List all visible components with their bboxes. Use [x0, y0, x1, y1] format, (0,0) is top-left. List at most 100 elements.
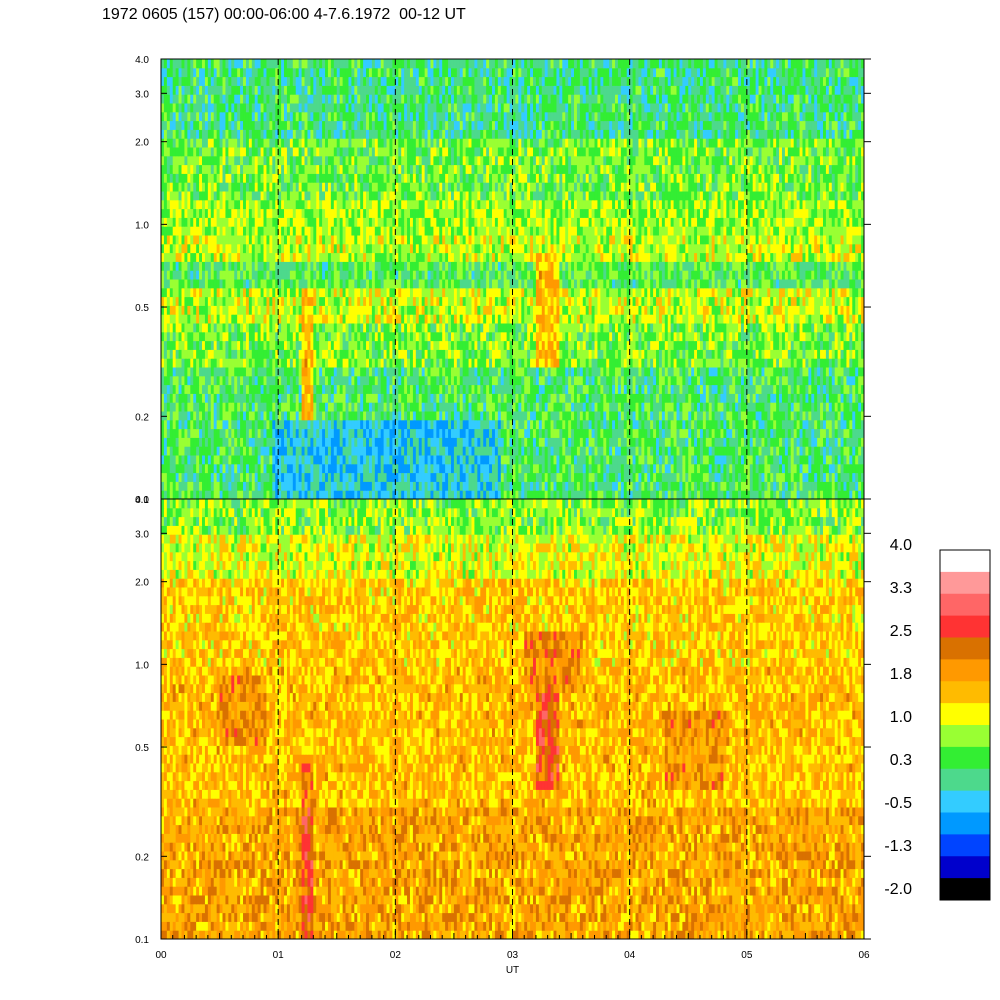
spectrogram-cell [617, 437, 622, 447]
spectrogram-cell [207, 384, 212, 394]
spectrogram-cell [544, 446, 549, 456]
spectrogram-cell [582, 419, 587, 430]
spectrogram-cell [776, 419, 780, 430]
spectrogram-cell [360, 393, 364, 403]
spectrogram-cell [550, 428, 555, 438]
spectrogram-cell [433, 437, 437, 447]
spectrogram-cell [248, 393, 253, 403]
spectrogram-cell [456, 349, 461, 359]
spectrogram-cell [477, 463, 481, 474]
spectrogram-cell [603, 331, 607, 342]
spectrogram-cell [427, 323, 431, 333]
spectrogram-cell [269, 384, 273, 394]
spectrogram-cell [313, 463, 317, 474]
spectrogram-cell [752, 490, 757, 499]
spectrogram-cell [761, 472, 765, 482]
spectrogram-cell [749, 323, 754, 333]
spectrogram-cell [582, 428, 587, 438]
spectrogram-cell [456, 419, 461, 430]
spectrogram-cell [468, 314, 472, 324]
spectrogram-cell [351, 446, 355, 456]
spectrogram-cell [588, 455, 593, 465]
spectrogram-cell [284, 331, 288, 342]
spectrogram-cell [597, 358, 601, 368]
spectrogram-cell [339, 367, 344, 377]
spectrogram-cell [456, 481, 461, 491]
spectrogram-cell [374, 411, 379, 421]
spectrogram-cell [231, 472, 235, 482]
spectrogram-cell [424, 358, 429, 368]
spectrogram-cell [166, 428, 171, 438]
spectrogram-cell [181, 428, 185, 438]
spectrogram-cell [591, 314, 596, 324]
spectrogram-cell [717, 358, 721, 368]
spectrogram-cell [711, 358, 716, 368]
spectrogram-cell [647, 358, 651, 368]
spectrogram-cell [834, 490, 839, 499]
spectrogram-cell [439, 384, 443, 394]
spectrogram-cell [571, 375, 575, 386]
spectrogram-cell [389, 331, 393, 342]
spectrogram-cell [409, 446, 414, 456]
spectrogram-cell [538, 340, 543, 350]
spectrogram-cell [181, 419, 185, 430]
spectrogram-cell [740, 419, 745, 430]
spectrogram-cell [661, 340, 666, 350]
spectrogram-cell [184, 455, 188, 465]
spectrogram-cell [266, 481, 270, 491]
spectrogram-cell [732, 419, 736, 430]
spectrogram-cell [436, 375, 440, 386]
spectrogram-cell [216, 349, 221, 359]
spectrogram-cell [820, 411, 824, 421]
spectrogram-cell [260, 367, 265, 377]
spectrogram-cell [562, 349, 566, 359]
spectrogram-cell [820, 446, 824, 456]
spectrogram-cell [225, 446, 229, 456]
spectrogram-cell [594, 340, 598, 350]
spectrogram-cell [225, 455, 229, 465]
spectrogram-cell [688, 367, 692, 377]
spectrogram-cell [699, 367, 704, 377]
spectrogram-cell [585, 446, 590, 456]
spectrogram-cell [817, 463, 821, 474]
spectrogram-cell [638, 340, 642, 350]
spectrogram-cell [322, 463, 326, 474]
spectrogram-cell [612, 384, 616, 394]
spectrogram-cell [187, 419, 191, 430]
spectrogram-cell [202, 419, 206, 430]
spectrogram-cell [442, 358, 446, 368]
spectrogram-cell [421, 340, 426, 350]
spectrogram-cell [175, 463, 180, 474]
spectrogram-cell [506, 358, 511, 368]
spectrogram-cell [682, 349, 686, 359]
spectrogram-cell [421, 428, 426, 438]
spectrogram-cell [828, 481, 833, 491]
spectrogram-cell [509, 375, 513, 386]
spectrogram-cell [559, 455, 563, 465]
spectrogram-cell [773, 481, 777, 491]
spectrogram-cell [275, 402, 279, 412]
spectrogram-cell [166, 358, 171, 368]
spectrogram-cell [453, 411, 458, 421]
spectrogram-cell [685, 323, 689, 333]
spectrogram-cell [837, 419, 842, 430]
spectrogram-cell [442, 402, 446, 412]
spectrogram-cell [492, 340, 496, 350]
spectrogram-cell [184, 446, 188, 456]
spectrogram-cell [694, 472, 698, 482]
spectrogram-cell [392, 411, 396, 421]
spectrogram-cell [453, 375, 458, 386]
spectrogram-cell [591, 437, 596, 447]
spectrogram-cell [828, 428, 833, 438]
spectrogram-cell [735, 402, 739, 412]
spectrogram-cell [339, 402, 344, 412]
spectrogram-cell [743, 367, 748, 377]
spectrogram-cell [629, 446, 634, 456]
spectrogram-cell [251, 367, 256, 377]
spectrogram-cell [448, 428, 452, 438]
spectrogram-cell [424, 323, 429, 333]
spectrogram-cell [740, 393, 745, 403]
spectrogram-cell [497, 463, 502, 474]
spectrogram-cell [541, 446, 546, 456]
spectrogram-cell [445, 419, 449, 430]
